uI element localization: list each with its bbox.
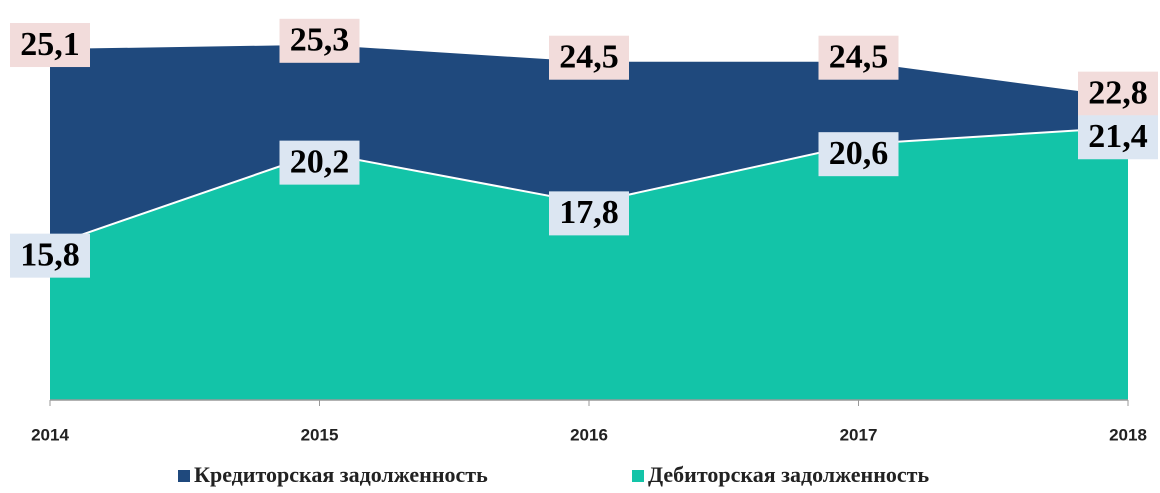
x-tick-label: 2016 — [570, 425, 608, 444]
data-label: 22,8 — [1088, 74, 1148, 111]
data-label-box — [818, 35, 899, 80]
data-label: 21,4 — [1088, 118, 1148, 155]
data-label-box — [818, 132, 899, 177]
data-label: 15,8 — [20, 236, 80, 273]
data-label-box — [549, 191, 629, 236]
data-label: 20,6 — [829, 135, 889, 172]
data-label: 24,5 — [559, 39, 619, 76]
data-label-box — [10, 23, 90, 68]
legend-label: Дебиторская задолженность — [648, 462, 929, 487]
legend-label: Кредиторская задолженность — [194, 462, 488, 487]
legend-swatch — [178, 470, 190, 482]
data-label-box — [279, 18, 360, 63]
legend-swatch — [632, 470, 644, 482]
data-label: 25,1 — [20, 26, 80, 63]
data-label: 20,2 — [290, 143, 350, 180]
x-tick-label: 2014 — [31, 425, 69, 444]
data-label-box — [1078, 71, 1158, 116]
data-label-box — [549, 35, 629, 80]
data-label-box — [279, 140, 360, 185]
data-label: 17,8 — [559, 194, 619, 231]
x-tick-label: 2018 — [1109, 425, 1147, 444]
data-label: 25,3 — [290, 22, 350, 59]
data-label-box — [10, 233, 90, 278]
data-label-box — [1078, 115, 1158, 160]
x-tick-label: 2015 — [301, 425, 339, 444]
data-label: 24,5 — [829, 39, 889, 76]
x-tick-label: 2017 — [840, 425, 878, 444]
area — [50, 127, 1128, 400]
